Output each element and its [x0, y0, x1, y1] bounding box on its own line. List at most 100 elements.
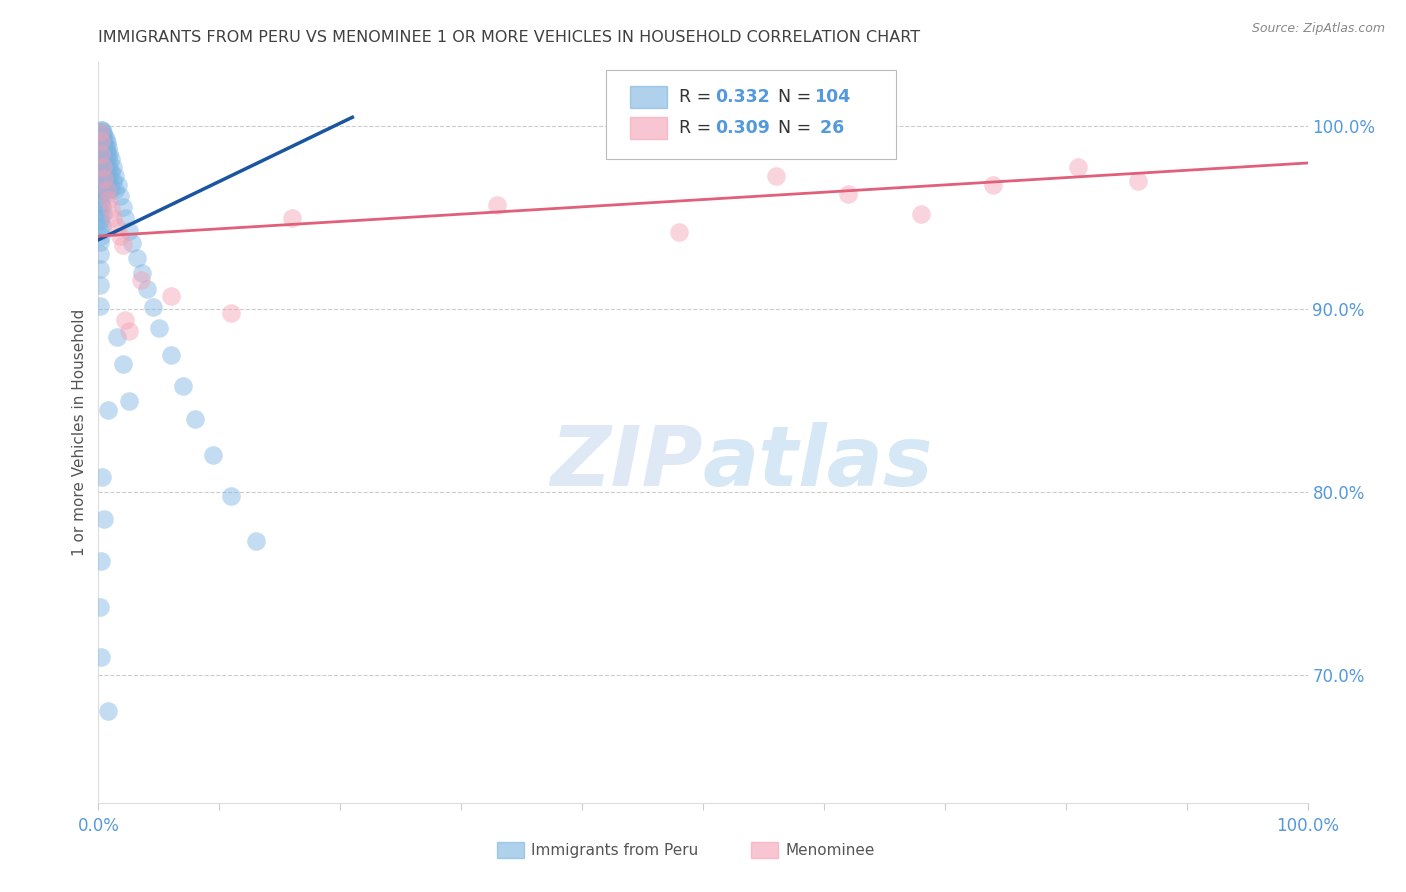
Text: IMMIGRANTS FROM PERU VS MENOMINEE 1 OR MORE VEHICLES IN HOUSEHOLD CORRELATION CH: IMMIGRANTS FROM PERU VS MENOMINEE 1 OR M… [98, 29, 921, 45]
Point [90, 196, 112, 211]
Point [96, 146, 118, 161]
Point [101, 211, 124, 225]
Point [97, 183, 120, 197]
Point [89, 163, 111, 178]
Text: 0.309: 0.309 [716, 120, 770, 137]
Point [765, 169, 787, 183]
Point [91, 189, 114, 203]
Point [93, 128, 115, 143]
Point [89, 262, 111, 277]
Text: atlas: atlas [703, 422, 934, 503]
Point [89, 600, 111, 615]
Point [105, 329, 128, 343]
Point [98, 160, 121, 174]
Text: 26: 26 [814, 120, 845, 137]
Point [910, 207, 932, 221]
Point [172, 379, 194, 393]
Point [91, 181, 114, 195]
Point [89, 214, 111, 228]
Point [90, 181, 112, 195]
Text: Immigrants from Peru: Immigrants from Peru [531, 843, 699, 858]
Point [100, 153, 122, 167]
Text: 104: 104 [814, 88, 851, 106]
Point [93, 156, 115, 170]
Point [160, 348, 183, 362]
Point [981, 178, 1004, 192]
Point [89, 132, 111, 146]
Point [89, 224, 111, 238]
Point [202, 449, 225, 463]
Point [668, 226, 690, 240]
Point [89, 235, 111, 249]
Point [837, 187, 859, 202]
Point [89, 156, 111, 170]
Text: R =: R = [679, 88, 717, 106]
Point [245, 534, 267, 549]
Point [105, 219, 128, 234]
Point [91, 149, 114, 163]
Point [91, 160, 114, 174]
Point [107, 178, 129, 192]
FancyBboxPatch shape [751, 842, 778, 858]
FancyBboxPatch shape [606, 70, 897, 159]
Point [91, 132, 114, 146]
Point [90, 139, 112, 153]
Point [91, 141, 114, 155]
Text: Source: ZipAtlas.com: Source: ZipAtlas.com [1251, 22, 1385, 36]
Point [94, 132, 117, 146]
Point [281, 211, 304, 225]
Point [91, 125, 114, 139]
Point [94, 179, 117, 194]
Point [91, 149, 114, 163]
Point [89, 196, 111, 211]
FancyBboxPatch shape [498, 842, 524, 858]
Point [94, 153, 117, 167]
Point [89, 125, 111, 139]
Point [94, 165, 117, 179]
Point [97, 153, 120, 167]
Point [91, 158, 114, 172]
Point [90, 146, 112, 161]
Point [91, 200, 114, 214]
Point [91, 470, 114, 484]
Point [108, 189, 131, 203]
Text: N =: N = [778, 88, 817, 106]
Point [97, 167, 120, 181]
Text: 0.332: 0.332 [716, 88, 770, 106]
Point [89, 299, 111, 313]
Point [97, 705, 120, 719]
Point [89, 247, 111, 261]
Text: R =: R = [679, 120, 717, 137]
Point [96, 174, 118, 188]
Point [90, 649, 112, 664]
Point [90, 145, 112, 159]
Point [96, 183, 118, 197]
Point [96, 160, 118, 174]
Point [160, 289, 183, 303]
Point [94, 141, 117, 155]
Point [98, 174, 121, 188]
Text: Menominee: Menominee [785, 843, 875, 858]
Point [96, 136, 118, 150]
Point [93, 172, 115, 186]
Text: N =: N = [778, 120, 817, 137]
Point [108, 229, 131, 244]
Point [90, 211, 112, 225]
Point [100, 165, 122, 179]
Point [90, 153, 112, 167]
Point [91, 219, 114, 234]
FancyBboxPatch shape [630, 117, 666, 139]
Point [91, 172, 114, 186]
Point [111, 200, 134, 214]
Point [129, 273, 152, 287]
Point [93, 169, 115, 183]
Point [93, 136, 115, 150]
Point [1067, 160, 1090, 174]
Point [114, 211, 136, 225]
Point [1128, 174, 1150, 188]
Point [91, 134, 114, 148]
Point [91, 207, 114, 221]
Point [100, 202, 122, 216]
Point [184, 412, 207, 426]
Point [101, 174, 124, 188]
